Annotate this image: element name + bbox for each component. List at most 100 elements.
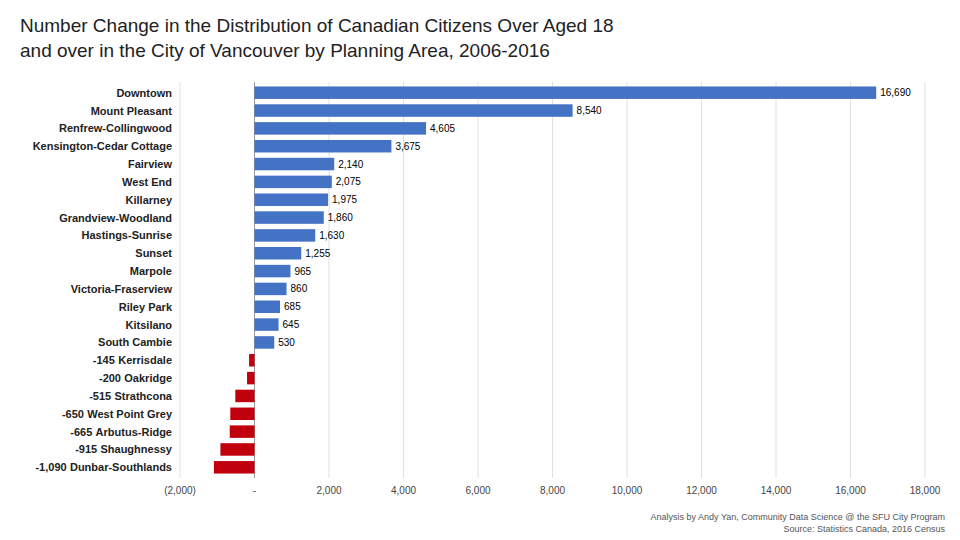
y-tick-label: Fairview	[128, 158, 172, 170]
y-tick-label: Renfrew-Collingwood	[59, 122, 172, 134]
bar	[255, 176, 332, 188]
y-tick-label: -915Shaughnessy	[75, 443, 173, 455]
category-label: Strathcona	[115, 390, 173, 402]
value-label: 4,605	[430, 123, 455, 134]
grid-line	[776, 82, 777, 478]
y-tick-label: Sunset	[135, 247, 172, 259]
category-label: Arbutus-Ridge	[96, 426, 172, 438]
value-label: -915	[75, 443, 97, 455]
y-tick-label: Downtown	[116, 87, 172, 99]
labels: Downtown 16,690 Mount Pleasant 8,540 Renfrew…	[33, 87, 912, 474]
y-tick-label: -200Oakridge	[99, 372, 172, 384]
bar	[255, 211, 324, 223]
bar	[220, 443, 254, 455]
bar	[255, 193, 329, 205]
y-tick-label: Riley Park	[119, 301, 173, 313]
bar	[255, 104, 573, 116]
bar	[255, 86, 877, 98]
bars	[214, 86, 876, 473]
y-tick-label: Grandview-Woodland	[59, 212, 172, 224]
bar	[255, 158, 335, 170]
y-tick-label: Killarney	[126, 194, 173, 206]
value-label: -1,090	[35, 461, 66, 473]
value-label: 3,675	[395, 141, 420, 152]
y-tick-label: -145Kerrisdale	[93, 354, 172, 366]
x-tick-label: -	[253, 485, 256, 496]
value-label: -200	[99, 372, 121, 384]
value-label: 1,630	[319, 230, 344, 241]
x-tick-label: 6,000	[465, 485, 490, 496]
category-label: Shaughnessy	[100, 443, 172, 455]
x-tick-label: 4,000	[391, 485, 416, 496]
y-tick-label: Mount Pleasant	[91, 105, 173, 117]
x-tick-label: 10,000	[612, 485, 643, 496]
footnote-line: Analysis by Andy Yan, Community Data Sci…	[651, 512, 945, 522]
y-tick-label: Kitsilano	[126, 319, 173, 331]
value-label: 1,255	[305, 248, 330, 259]
bar	[255, 140, 392, 152]
y-tick-label: South Cambie	[98, 336, 172, 348]
x-tick-label: 2,000	[316, 485, 341, 496]
footnote-line: Source: Statistics Canada, 2016 Census	[783, 524, 945, 534]
value-label: 1,860	[328, 212, 353, 223]
value-label: 965	[294, 266, 311, 277]
grid-line	[627, 82, 628, 478]
background	[0, 0, 960, 540]
category-label: Kerrisdale	[118, 354, 172, 366]
x-tick-label: 18,000	[910, 485, 941, 496]
bar	[255, 318, 279, 330]
grid-line	[180, 82, 181, 478]
bar	[255, 229, 316, 241]
bar	[255, 265, 291, 277]
bar	[235, 390, 254, 402]
bar	[255, 336, 275, 348]
y-tick-label: Victoria-Fraserview	[71, 283, 173, 295]
y-tick-label: -665 Arbutus-Ridge	[70, 426, 172, 438]
x-tick-label: 8,000	[540, 485, 565, 496]
value-label: -650	[62, 408, 84, 420]
y-tick-label: -515Strathcona	[89, 390, 173, 402]
grid-line	[925, 82, 926, 478]
chart: Number Change in the Distribution of Can…	[0, 0, 960, 540]
value-label: 685	[284, 301, 301, 312]
value-label: 1,975	[332, 194, 357, 205]
y-tick-label: -1,090 Dunbar-Southlands	[35, 461, 172, 473]
y-tick-label: -650West Point Grey	[62, 408, 173, 420]
value-label: 16,690	[880, 87, 911, 98]
grid	[180, 82, 925, 478]
x-tick-label: 14,000	[761, 485, 792, 496]
bar	[230, 408, 254, 420]
y-tick-label: Marpole	[130, 265, 172, 277]
title: Number Change in the Distribution of Can…	[20, 15, 614, 61]
grid-line	[478, 82, 479, 478]
value-label: 860	[291, 283, 308, 294]
y-tick-label: Kensington-Cedar Cottage	[33, 140, 172, 152]
bar	[255, 247, 302, 259]
bar	[249, 354, 254, 366]
value-label: 530	[278, 337, 295, 348]
bar	[255, 301, 281, 313]
x-tick-label: 12,000	[686, 485, 717, 496]
y-tick-label: West End	[122, 176, 172, 188]
value-label: 8,540	[577, 105, 602, 116]
value-label: -665	[70, 426, 92, 438]
grid-line	[850, 82, 851, 478]
bar	[255, 122, 427, 134]
category-label: Oakridge	[124, 372, 172, 384]
grid-line	[701, 82, 702, 478]
bar	[214, 461, 255, 473]
value-label: 645	[283, 319, 300, 330]
grid-line	[552, 82, 553, 478]
footnote: Analysis by Andy Yan, Community Data Sci…	[651, 512, 946, 534]
bar	[255, 283, 287, 295]
x-tick-label: (2,000)	[164, 485, 196, 496]
x-tick-label: 16,000	[835, 485, 866, 496]
y-tick-label: Hastings-Sunrise	[82, 229, 172, 241]
value-label: 2,075	[336, 176, 361, 187]
category-label: West Point Grey	[87, 408, 173, 420]
title-line: and over in the City of Vancouver by Pla…	[20, 40, 550, 61]
bar	[247, 372, 254, 384]
bar	[230, 425, 255, 437]
category-label: Dunbar-Southlands	[70, 461, 172, 473]
value-label: 2,140	[338, 159, 363, 170]
